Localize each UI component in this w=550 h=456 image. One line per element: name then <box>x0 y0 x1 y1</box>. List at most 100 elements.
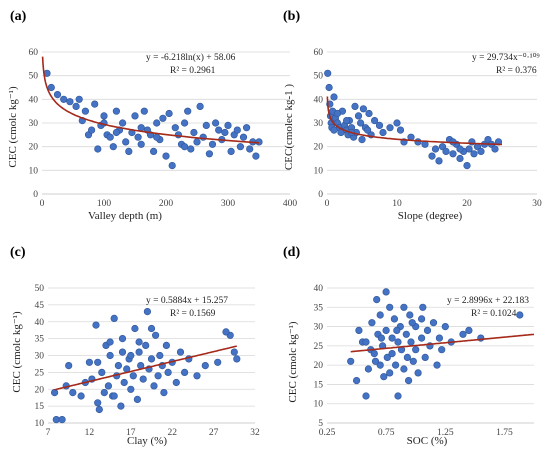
data-point <box>199 133 207 141</box>
data-point <box>150 382 158 390</box>
data-point <box>405 377 413 385</box>
y-tick-label: 10 <box>29 166 39 176</box>
data-point <box>388 350 396 358</box>
data-point <box>330 126 338 134</box>
trendline <box>326 96 503 146</box>
data-point <box>127 385 135 393</box>
y-tick-label: 40 <box>314 284 324 294</box>
data-point <box>330 93 338 101</box>
data-point <box>383 353 391 362</box>
data-point <box>222 328 230 336</box>
data-point <box>233 126 241 134</box>
y-tick-label: 35 <box>35 335 45 345</box>
data-point <box>91 100 99 108</box>
data-point <box>477 147 485 155</box>
data-point <box>125 147 133 155</box>
y-tick-label: 20 <box>29 143 39 153</box>
data-point <box>139 375 147 383</box>
data-point <box>419 303 427 311</box>
data-point <box>58 416 66 424</box>
data-point <box>354 112 363 120</box>
y-axis-title: CEC(cmolec kg-1 ) <box>283 84 295 170</box>
x-tick-label: 300 <box>221 199 236 209</box>
data-point <box>135 348 143 356</box>
data-point <box>196 102 204 110</box>
data-point <box>50 389 59 397</box>
data-point <box>133 395 141 404</box>
data-point <box>403 353 412 362</box>
data-point <box>118 348 127 356</box>
data-point <box>137 140 145 148</box>
data-point <box>394 392 402 400</box>
data-point <box>465 326 473 335</box>
data-point <box>172 378 180 387</box>
y-tick-label: 45 <box>35 301 45 311</box>
data-point <box>386 369 394 377</box>
data-point <box>388 334 396 342</box>
data-point <box>112 128 120 137</box>
data-point <box>418 334 426 342</box>
x-tick-label: 22 <box>167 428 177 438</box>
data-point <box>406 311 414 319</box>
data-point <box>104 382 112 390</box>
data-point <box>142 341 150 350</box>
data-point <box>459 330 467 338</box>
data-point <box>106 338 114 346</box>
x-tick-label: 12 <box>85 428 95 438</box>
data-point <box>212 119 220 127</box>
x-axis-title: Clay (%) <box>127 435 167 447</box>
data-point <box>382 288 390 296</box>
data-point <box>325 83 333 92</box>
data-point <box>72 102 80 110</box>
trendline-equation: y = -6.218ln(x) + 58.06 <box>146 52 236 63</box>
data-point <box>396 126 405 134</box>
x-axis-title: Valley depth (m) <box>88 210 162 222</box>
data-point <box>379 128 387 137</box>
data-point <box>230 348 238 356</box>
data-point <box>465 145 473 153</box>
data-point <box>106 351 114 360</box>
y-axis-title: CEC (cmolc kg⁻¹) <box>287 321 299 403</box>
data-point <box>364 365 373 373</box>
data-point <box>202 121 210 129</box>
y-tick-label: 25 <box>35 368 45 378</box>
data-point <box>347 357 355 365</box>
data-point <box>118 119 127 127</box>
data-point <box>390 315 399 323</box>
data-point <box>81 107 89 115</box>
y-tick-label: 10 <box>35 419 45 429</box>
x-tick-label: 400 <box>283 199 298 209</box>
data-point <box>94 399 102 407</box>
y-tick-label: 30 <box>314 323 324 333</box>
y-tick-label: 60 <box>29 48 39 58</box>
data-point <box>98 368 106 377</box>
data-point <box>371 357 380 365</box>
y-axis-title: CEC (cmolc kg⁻¹) <box>11 311 23 393</box>
data-point <box>516 311 524 319</box>
data-point <box>134 133 142 141</box>
data-point <box>110 392 118 400</box>
y-tick-label: 25 <box>314 342 324 352</box>
data-point <box>438 346 446 354</box>
y-tick-label: 0 <box>33 190 38 200</box>
data-point <box>140 107 148 115</box>
y-tick-label: 50 <box>314 72 324 82</box>
y-tick-label: 10 <box>314 400 324 410</box>
data-point <box>449 150 457 158</box>
data-point <box>400 365 408 373</box>
data-point <box>433 361 441 369</box>
data-point <box>94 358 102 366</box>
y-tick-label: 35 <box>314 303 324 313</box>
data-point <box>227 147 235 155</box>
y-tick-label: 40 <box>29 95 39 105</box>
data-point <box>365 109 373 118</box>
data-point <box>156 351 164 360</box>
data-point <box>353 377 361 385</box>
data-point <box>362 338 370 346</box>
data-point <box>429 319 438 327</box>
trendline-equation: y = 29.734x⁻⁰·¹⁰⁹ <box>472 52 540 63</box>
y-tick-label: 50 <box>35 284 45 294</box>
data-point <box>236 143 244 151</box>
